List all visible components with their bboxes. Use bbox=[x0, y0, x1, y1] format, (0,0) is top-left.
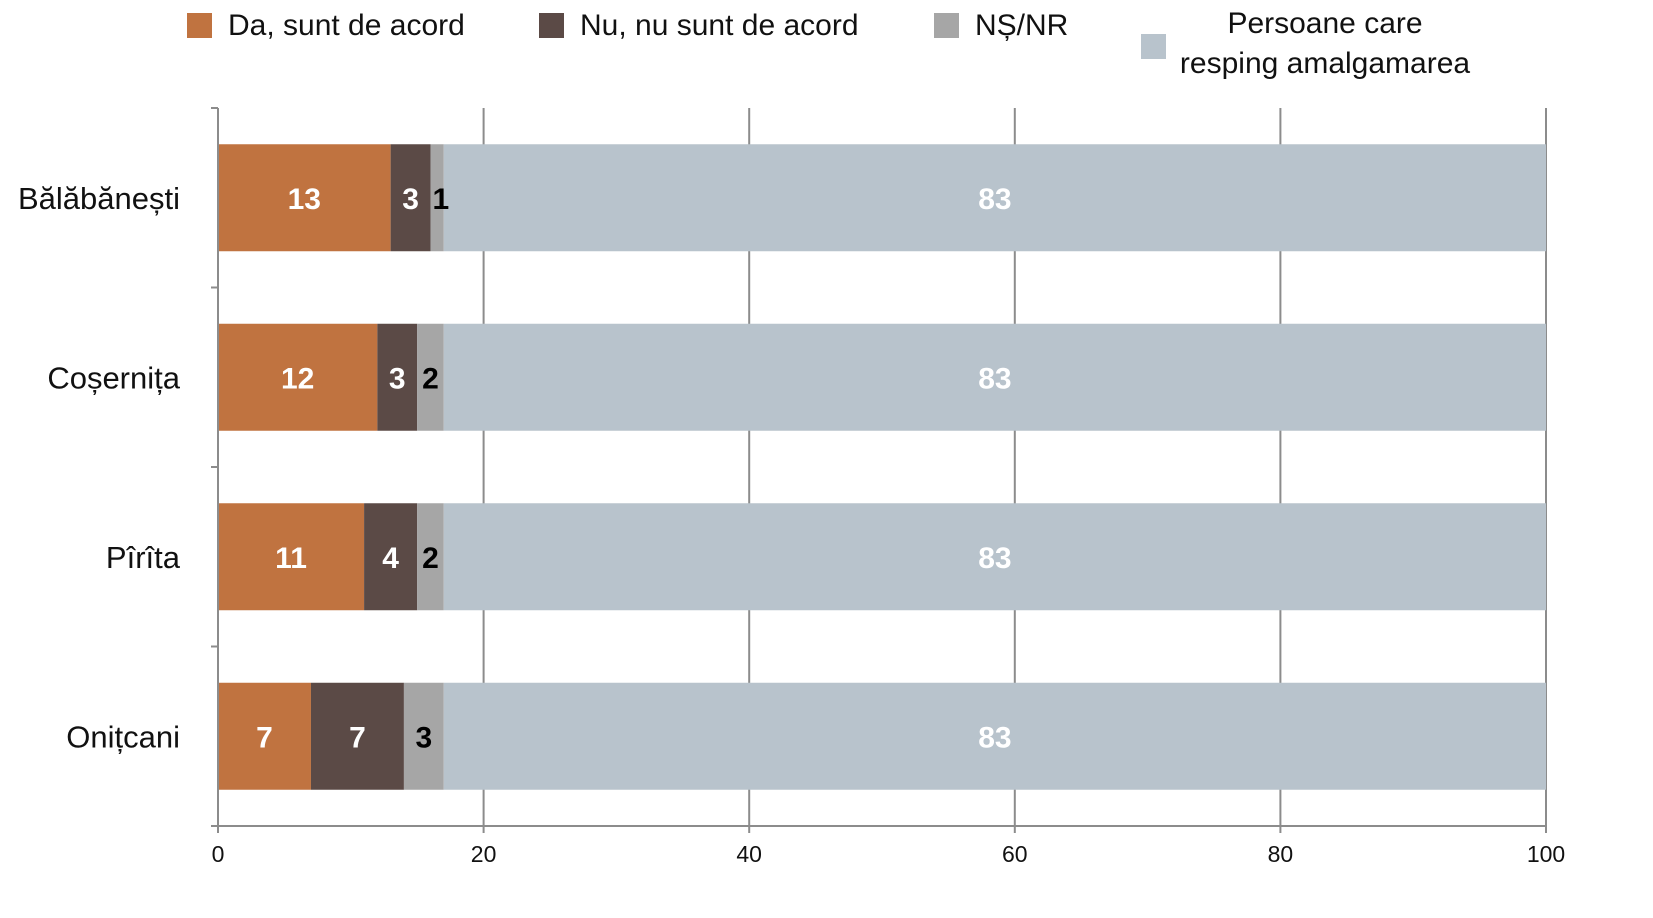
bar-cosernita-series-4 bbox=[443, 323, 1546, 431]
bars bbox=[218, 144, 1546, 790]
data-label-balabanesti-series-3: 1 bbox=[432, 183, 449, 216]
bar-balabanesti-series-2 bbox=[390, 144, 431, 252]
bar-pirita-series-3 bbox=[417, 503, 444, 611]
x-tick-label-40: 40 bbox=[736, 841, 762, 867]
legend-label-series-4-line-2: resping amalgamarea bbox=[1180, 47, 1470, 80]
data-label-onitcani-series-1: 7 bbox=[256, 721, 273, 754]
category-label-onitcani: Onițcani bbox=[66, 719, 180, 754]
data-label-pirita-series-2: 4 bbox=[382, 542, 399, 575]
bar-pirita-series-4 bbox=[443, 503, 1546, 611]
legend-label-series-3: NȘ/NR bbox=[975, 9, 1068, 42]
data-label-onitcani-series-2: 7 bbox=[349, 721, 366, 754]
legend-swatch-series-2 bbox=[539, 13, 564, 38]
x-tick-label-80: 80 bbox=[1268, 841, 1294, 867]
data-label-balabanesti-series-2: 3 bbox=[402, 183, 419, 216]
data-label-cosernita-series-1: 12 bbox=[281, 362, 314, 395]
legend: Da, sunt de acord Nu, nu sunt de acord NȘ/… bbox=[187, 7, 1470, 80]
x-tick-label-60: 60 bbox=[1002, 841, 1028, 867]
bar-cosernita-series-1 bbox=[218, 323, 378, 431]
legend-label-series-1: Da, sunt de acord bbox=[228, 9, 465, 42]
bar-pirita-series-1 bbox=[218, 503, 365, 611]
data-label-cosernita-series-2: 3 bbox=[389, 362, 406, 395]
data-label-onitcani-series-3: 3 bbox=[415, 721, 432, 754]
x-tick-label-0: 0 bbox=[212, 841, 225, 867]
axes: Bălăbănești Coșernița Pîrîta Onițcani 0 20 40 6… bbox=[18, 107, 1565, 867]
data-label-cosernita-series-3: 2 bbox=[422, 362, 439, 395]
legend-label-series-2: Nu, nu sunt de acord bbox=[580, 9, 859, 42]
bar-cosernita-series-2 bbox=[377, 323, 418, 431]
data-label-pirita-series-1: 11 bbox=[275, 542, 307, 575]
bar-balabanesti-series-1 bbox=[218, 144, 391, 252]
data-label-cosernita-series-4: 83 bbox=[978, 362, 1011, 395]
bar-onitcani-series-3 bbox=[403, 682, 444, 790]
category-label-cosernita: Coșernița bbox=[47, 360, 180, 395]
data-label-balabanesti-series-1: 13 bbox=[288, 183, 321, 216]
category-label-pirita: Pîrîta bbox=[106, 540, 181, 575]
x-tick-label-100: 100 bbox=[1527, 841, 1565, 867]
bar-onitcani-series-4 bbox=[443, 682, 1546, 790]
bar-balabanesti-series-3 bbox=[430, 144, 444, 252]
bar-onitcani-series-2 bbox=[310, 682, 404, 790]
bar-cosernita-series-3 bbox=[417, 323, 444, 431]
data-label-pirita-series-4: 83 bbox=[978, 542, 1011, 575]
legend-swatch-series-3 bbox=[934, 13, 959, 38]
bar-balabanesti-series-4 bbox=[443, 144, 1546, 252]
data-label-balabanesti-series-4: 83 bbox=[978, 183, 1011, 216]
legend-swatch-series-1 bbox=[187, 13, 212, 38]
x-tick-label-20: 20 bbox=[471, 841, 497, 867]
bar-onitcani-series-1 bbox=[218, 682, 311, 790]
legend-swatch-series-4 bbox=[1141, 34, 1166, 59]
data-label-onitcani-series-4: 83 bbox=[978, 721, 1011, 754]
bar-pirita-series-2 bbox=[364, 503, 418, 611]
category-label-balabanesti: Bălăbănești bbox=[18, 181, 180, 216]
legend-label-series-4-line-1: Persoane care bbox=[1227, 7, 1422, 40]
data-label-pirita-series-3: 2 bbox=[422, 542, 439, 575]
